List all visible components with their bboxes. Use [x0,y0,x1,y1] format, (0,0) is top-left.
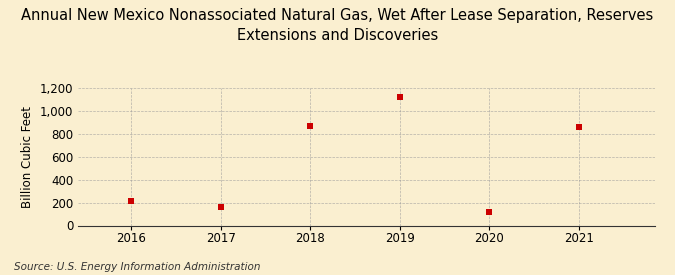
Text: Source: U.S. Energy Information Administration: Source: U.S. Energy Information Administ… [14,262,260,272]
Point [484,210,495,214]
Point [573,125,584,129]
Point [126,199,137,203]
Point [215,205,226,209]
Y-axis label: Billion Cubic Feet: Billion Cubic Feet [22,106,34,208]
Point [305,124,316,128]
Text: Annual New Mexico Nonassociated Natural Gas, Wet After Lease Separation, Reserve: Annual New Mexico Nonassociated Natural … [22,8,653,43]
Point [394,95,405,99]
